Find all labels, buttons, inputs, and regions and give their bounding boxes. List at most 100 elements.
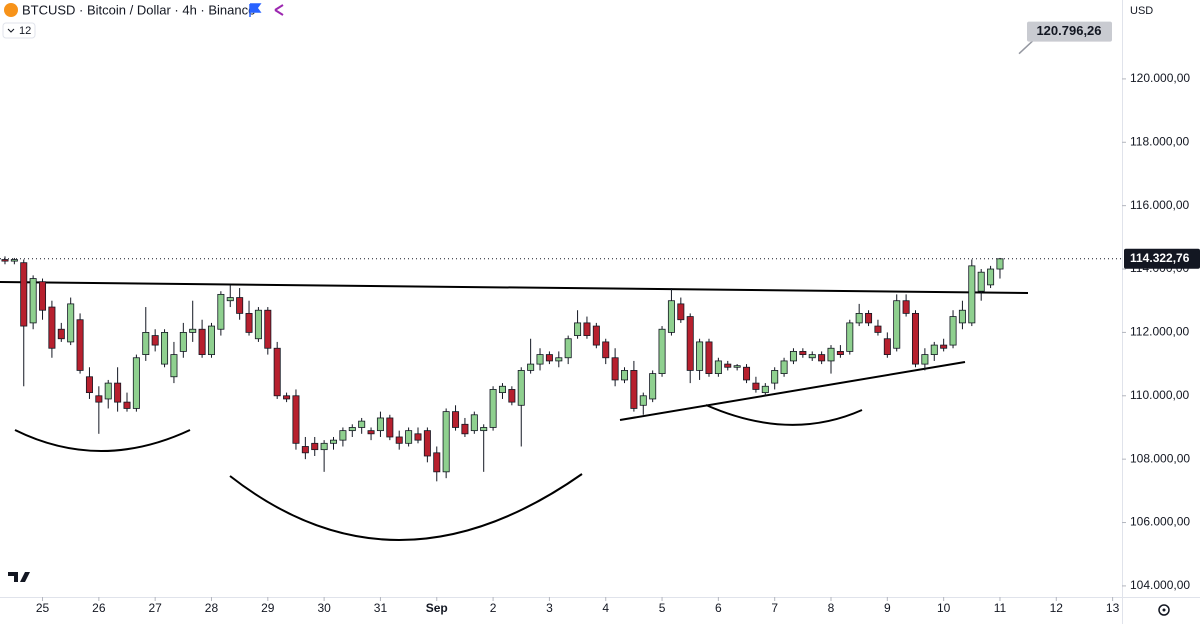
x-tick-label: 30 bbox=[317, 601, 331, 615]
x-tick-label: 11 bbox=[994, 601, 1007, 615]
candle-body bbox=[761, 385, 769, 394]
candle-body bbox=[930, 344, 938, 355]
candle-body bbox=[264, 309, 272, 349]
candle-body bbox=[714, 360, 722, 375]
candle-body bbox=[29, 278, 37, 324]
candle-body bbox=[39, 281, 47, 311]
candle-body bbox=[245, 312, 253, 333]
x-tick-label: 13 bbox=[1106, 601, 1120, 615]
x-tick-label: 2 bbox=[490, 601, 497, 615]
y-tick-label: 118.000,00 bbox=[1130, 134, 1189, 148]
last-price-label: 114.322,76 bbox=[1130, 251, 1190, 265]
x-tick-label: 29 bbox=[261, 601, 275, 615]
candle-body bbox=[114, 382, 122, 403]
y-tick-label: 110.000,00 bbox=[1130, 388, 1189, 402]
candle-body bbox=[132, 357, 140, 409]
candle-body bbox=[865, 312, 873, 324]
candle-body bbox=[836, 351, 844, 355]
candle-body bbox=[818, 354, 826, 362]
candle-body bbox=[67, 303, 75, 343]
candle-body bbox=[414, 433, 422, 441]
candle-body bbox=[911, 312, 919, 365]
candle-body bbox=[95, 395, 103, 403]
candle-body bbox=[545, 354, 553, 362]
last-price-tag bbox=[1124, 248, 1200, 269]
share-icon[interactable] bbox=[274, 4, 284, 16]
candle-body bbox=[780, 360, 788, 375]
candle-body bbox=[76, 319, 84, 371]
x-tick-label: 6 bbox=[715, 601, 722, 615]
candle-body bbox=[423, 430, 431, 457]
candle-body bbox=[151, 335, 159, 346]
candle-body bbox=[85, 376, 93, 394]
x-tick-label: 8 bbox=[828, 601, 835, 615]
candle-body bbox=[705, 341, 713, 375]
candle-body bbox=[198, 328, 206, 355]
indicator-count: 12 bbox=[19, 25, 31, 37]
currency-label[interactable]: USD bbox=[1130, 5, 1153, 17]
candle-body bbox=[743, 366, 751, 381]
chevron-icon bbox=[7, 28, 15, 33]
candle-body bbox=[949, 316, 957, 346]
shoulder-arc bbox=[14, 429, 191, 452]
settings-icon-dot bbox=[1162, 608, 1166, 612]
candle-body bbox=[977, 271, 985, 292]
candle-body bbox=[958, 309, 966, 324]
candle-body bbox=[921, 354, 929, 365]
annotation-pointer bbox=[1018, 39, 1035, 55]
candle-body bbox=[207, 325, 215, 355]
candle-body bbox=[789, 351, 797, 362]
candle-body bbox=[433, 452, 441, 473]
symbol-title[interactable]: BTCUSD · Bitcoin / Dollar · 4h · Binance bbox=[22, 2, 255, 17]
candle-body bbox=[217, 293, 225, 330]
candle-body bbox=[480, 427, 488, 432]
candle-body bbox=[902, 300, 910, 314]
x-tick-label: 12 bbox=[1050, 601, 1064, 615]
y-tick-label: 112.000,00 bbox=[1130, 325, 1189, 339]
candle-body bbox=[536, 354, 544, 365]
price-axis-border bbox=[1122, 0, 1123, 624]
tradingview-logo[interactable] bbox=[8, 572, 30, 582]
settings-icon[interactable] bbox=[1158, 604, 1170, 616]
x-tick-label: 27 bbox=[148, 601, 162, 615]
candle-body bbox=[189, 328, 197, 333]
candle-body bbox=[461, 423, 469, 435]
x-tick-label: 7 bbox=[771, 601, 778, 615]
candle-body bbox=[808, 354, 816, 359]
bitcoin-icon bbox=[4, 3, 18, 17]
flag-icon[interactable] bbox=[249, 3, 262, 17]
candle-body bbox=[301, 446, 309, 454]
time-axis-border bbox=[0, 597, 1200, 598]
candle-body bbox=[621, 370, 628, 381]
candle-body bbox=[592, 325, 600, 346]
candle-body bbox=[283, 395, 291, 400]
candle-body bbox=[358, 420, 366, 428]
candle-body bbox=[752, 382, 760, 390]
candle-body bbox=[686, 316, 694, 371]
x-tick-label: 3 bbox=[546, 601, 553, 615]
annotation-label: 120.796,26 bbox=[1036, 23, 1101, 38]
x-tick-label: 28 bbox=[205, 601, 219, 615]
candle-body bbox=[273, 347, 281, 397]
candle-body bbox=[442, 411, 450, 473]
candle-body bbox=[555, 357, 563, 362]
candle-body bbox=[639, 395, 647, 406]
candle-body bbox=[292, 395, 300, 444]
candle-body bbox=[658, 328, 666, 375]
candle-body bbox=[667, 300, 675, 333]
indicator-toggle[interactable] bbox=[2, 22, 36, 39]
trend-line bbox=[619, 361, 966, 421]
x-tick-label: 31 bbox=[374, 601, 388, 615]
candle-body bbox=[405, 430, 413, 444]
candle-body bbox=[386, 417, 394, 438]
candle-body bbox=[583, 322, 591, 336]
candle-body bbox=[827, 347, 835, 362]
candle-body bbox=[733, 365, 741, 368]
annotation-box bbox=[1027, 21, 1112, 42]
candle-body bbox=[470, 414, 478, 432]
candle-body bbox=[170, 354, 178, 378]
candle-body bbox=[846, 322, 854, 352]
candle-body bbox=[968, 265, 976, 324]
x-tick-label: 26 bbox=[92, 601, 106, 615]
